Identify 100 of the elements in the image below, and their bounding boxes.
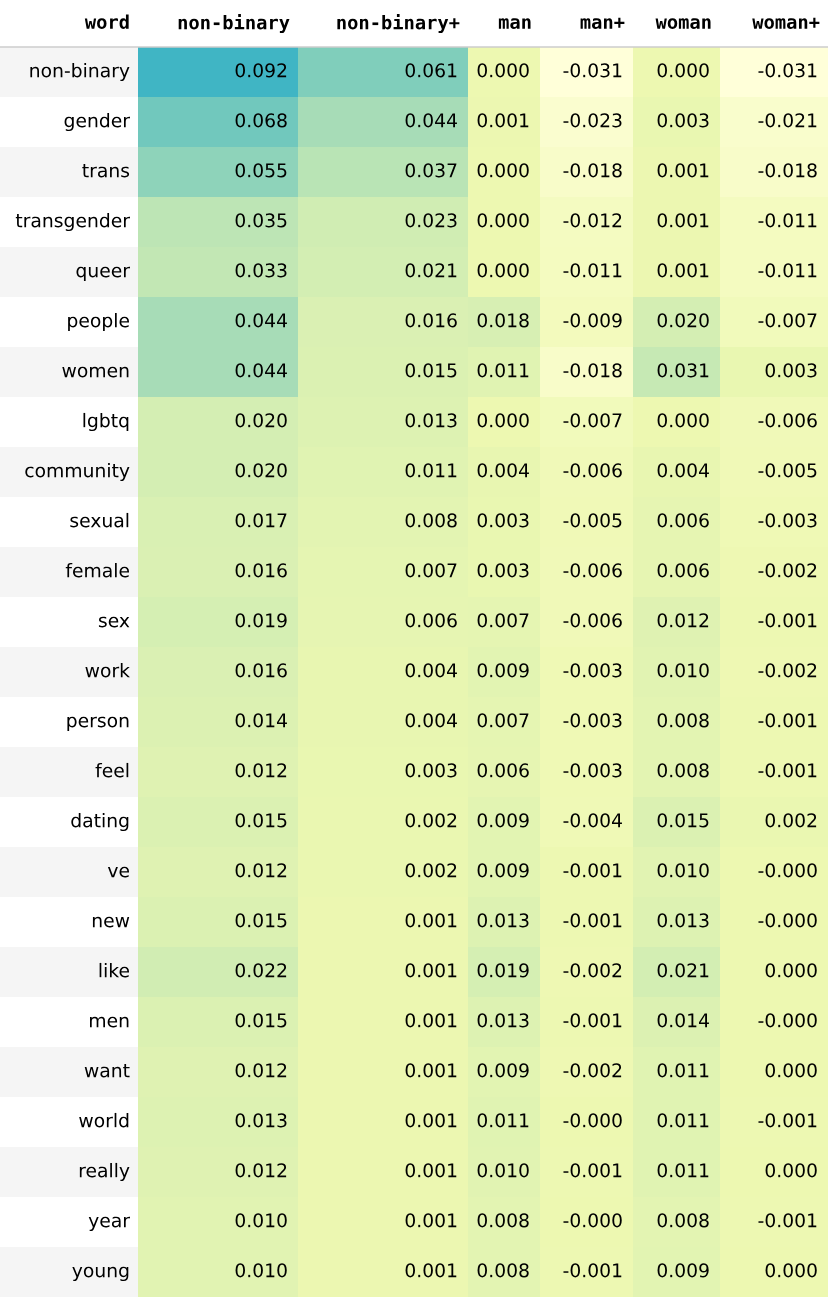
data-label: 0.011 — [657, 1063, 709, 1078]
y-tick-label: women — [62, 366, 129, 378]
data-label: 0.015 — [235, 1013, 287, 1028]
data-label: 0.000 — [765, 963, 817, 978]
data-label: 0.010 — [235, 1263, 287, 1278]
data-label: 0.001 — [477, 113, 529, 128]
data-label: 0.012 — [235, 1063, 287, 1078]
y-tick-label: queer — [76, 266, 130, 282]
data-label: -0.031 — [563, 63, 622, 78]
data-label: 0.009 — [657, 1263, 709, 1278]
data-label: -0.006 — [563, 563, 622, 578]
data-label: -0.018 — [758, 163, 817, 178]
data-label: 0.000 — [657, 413, 709, 428]
data-label: 0.022 — [235, 963, 287, 978]
data-label: -0.006 — [563, 463, 622, 478]
data-label: 0.013 — [235, 1113, 287, 1128]
x-tick-label: non-binary+ — [337, 13, 460, 34]
data-label: -0.001 — [563, 863, 622, 878]
data-label: 0.013 — [477, 913, 529, 928]
y-tick-label: sexual — [70, 512, 129, 528]
data-label: 0.003 — [405, 763, 457, 778]
y-tick-label: ve — [107, 866, 129, 878]
data-label: -0.004 — [563, 813, 622, 828]
x-tick-label: man — [498, 18, 531, 29]
data-label: 0.000 — [477, 263, 529, 278]
data-label: -0.000 — [563, 1213, 622, 1228]
y-tick-label: want — [84, 1064, 130, 1078]
y-tick-label: like — [99, 962, 129, 978]
data-label: -0.001 — [758, 763, 817, 778]
data-label: -0.001 — [563, 1263, 622, 1278]
data-label: 0.003 — [477, 563, 529, 578]
data-label: -0.001 — [758, 613, 817, 628]
data-label: 0.016 — [235, 563, 287, 578]
data-label: 0.001 — [657, 263, 709, 278]
data-label: 0.021 — [405, 263, 457, 278]
data-label: 0.019 — [477, 963, 529, 978]
data-label: 0.003 — [477, 513, 529, 528]
y-tick-label: sex — [98, 616, 130, 628]
y-tick-label: community — [25, 462, 130, 482]
data-label: 0.033 — [235, 263, 287, 278]
data-label: -0.006 — [563, 613, 622, 628]
data-label: 0.014 — [657, 1013, 709, 1028]
data-label: -0.023 — [563, 113, 622, 128]
data-label: 0.009 — [477, 1063, 529, 1078]
y-tick-label: really — [79, 1162, 130, 1182]
y-tick-label: year — [88, 1216, 130, 1232]
data-label: -0.001 — [563, 1013, 622, 1028]
data-label: 0.031 — [657, 363, 709, 378]
x-tick-label: non-binary — [178, 13, 290, 34]
data-label: -0.009 — [563, 313, 622, 328]
data-label: 0.055 — [235, 163, 287, 178]
data-label: 0.017 — [235, 513, 287, 528]
data-label: -0.031 — [758, 63, 817, 78]
y-tick-label: young — [72, 1266, 129, 1282]
data-label: 0.003 — [765, 363, 817, 378]
data-label: 0.011 — [657, 1113, 709, 1128]
data-label: 0.015 — [405, 363, 457, 378]
data-label: -0.002 — [758, 563, 817, 578]
y-axis-title: word — [84, 14, 129, 29]
data-label: -0.006 — [758, 413, 817, 428]
data-label: 0.001 — [405, 963, 457, 978]
y-tick-label: men — [90, 1016, 129, 1028]
data-label: -0.002 — [563, 963, 622, 978]
data-label: 0.011 — [477, 1113, 529, 1128]
data-label: 0.006 — [405, 613, 457, 628]
data-label: -0.005 — [758, 463, 817, 478]
data-label: 0.008 — [477, 1213, 529, 1228]
data-label: 0.021 — [657, 963, 709, 978]
data-label: 0.008 — [657, 763, 709, 778]
data-label: 0.008 — [657, 1213, 709, 1228]
y-tick-label: non-binary — [30, 62, 130, 82]
data-label: 0.013 — [405, 413, 457, 428]
data-label: 0.004 — [477, 463, 529, 478]
data-label: -0.021 — [758, 113, 817, 128]
data-label: 0.001 — [405, 1263, 457, 1278]
data-label: 0.006 — [477, 763, 529, 778]
y-tick-label: female — [65, 562, 129, 578]
y-tick-label: transgender — [15, 212, 130, 232]
data-label: 0.000 — [657, 63, 709, 78]
data-label: 0.001 — [657, 163, 709, 178]
y-tick-label: trans — [82, 164, 130, 178]
data-label: -0.005 — [563, 513, 622, 528]
y-tick-label: feel — [95, 762, 129, 778]
x-tick-label: woman+ — [752, 17, 820, 29]
data-label: 0.010 — [657, 663, 709, 678]
data-label: -0.011 — [758, 213, 817, 228]
data-label: 0.001 — [405, 1163, 457, 1178]
data-label: 0.006 — [657, 513, 709, 528]
data-label: 0.000 — [765, 1263, 817, 1278]
data-label: 0.011 — [477, 363, 529, 378]
data-label: 0.018 — [477, 313, 529, 328]
data-label: 0.020 — [235, 413, 287, 428]
data-label: 0.011 — [405, 463, 457, 478]
x-tick-label: woman — [655, 18, 711, 29]
data-label: 0.009 — [477, 813, 529, 828]
data-label: -0.003 — [563, 713, 622, 728]
data-label: -0.012 — [563, 213, 622, 228]
data-label: 0.020 — [235, 463, 287, 478]
data-label: -0.018 — [563, 163, 622, 178]
data-label: 0.016 — [405, 313, 457, 328]
